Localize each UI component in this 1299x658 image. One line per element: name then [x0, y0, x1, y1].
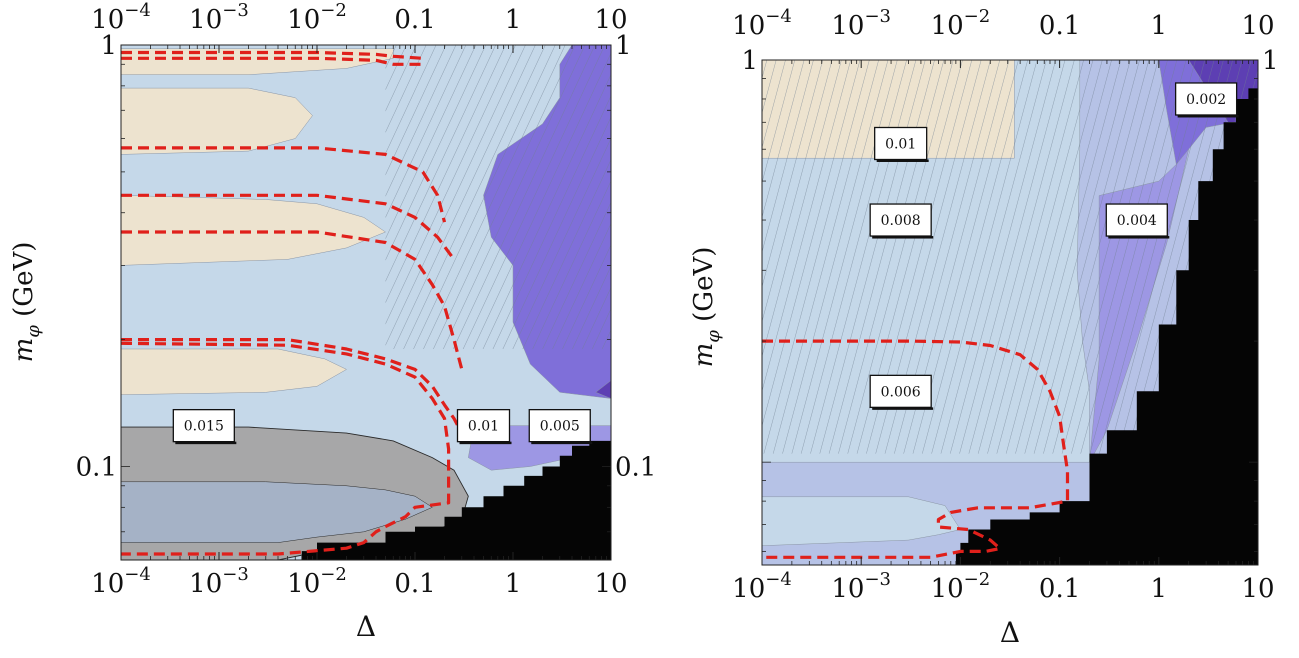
contour-label: 0.006 — [869, 374, 934, 410]
red-dashed-contour — [121, 146, 447, 223]
plot-frame — [761, 59, 1259, 566]
x-tick-label: 10 — [1241, 11, 1274, 41]
svg-text:0.008: 0.008 — [881, 213, 921, 229]
y-tick-label-right: 1 — [615, 31, 632, 61]
x-tick-label: 10 — [1241, 574, 1274, 604]
x-tick-label: 10−4 — [732, 569, 792, 604]
plot-area — [121, 45, 611, 560]
red-dashed-contour — [121, 341, 451, 556]
x-tick-label: 10−3 — [831, 569, 891, 604]
red-dashed-contour — [121, 338, 464, 434]
x-tick-label: 0.1 — [1039, 574, 1080, 604]
region-tan — [121, 87, 313, 155]
x-tick-label: 10−2 — [931, 6, 991, 41]
region-lightblue — [762, 496, 961, 546]
x-tick-label: 10−2 — [287, 0, 347, 35]
svg-text:0.002: 0.002 — [1186, 92, 1226, 108]
x-axis-label: Δ — [356, 610, 376, 643]
y-tick-label: 1 — [741, 46, 758, 76]
contour-label: 0.004 — [1105, 203, 1170, 239]
x-tick-label: 1 — [1151, 574, 1168, 604]
contour-label: 0.01 — [874, 126, 929, 162]
contour-label: 0.01 — [456, 408, 512, 445]
x-tick-label: 10−3 — [831, 6, 891, 41]
y-tick-label-right: 1 — [1262, 46, 1279, 76]
x-tick-label: 0.1 — [394, 5, 435, 35]
y-tick-label: 0.1 — [76, 452, 117, 482]
svg-text:0.01: 0.01 — [885, 136, 916, 152]
red-dashed-contour — [121, 50, 423, 60]
contour-label: 0.002 — [1174, 82, 1239, 118]
region-bluegray — [121, 481, 433, 543]
contour-label: 0.015 — [172, 408, 237, 445]
y-tick-label-right: 0.1 — [615, 452, 656, 482]
x-tick-label: 1 — [505, 569, 522, 599]
red-dashed-contour — [121, 56, 423, 66]
x-tick-label: 10 — [594, 5, 627, 35]
hatched-region — [385, 45, 611, 349]
red-dashed-contour — [121, 193, 456, 261]
y-tick-label: 1 — [100, 31, 117, 61]
x-tick-label: 10−3 — [189, 564, 249, 599]
panel-right: 10−4 10−4 10−3 10−3 10−2 10−2 0.1 0.1 1 1 10 10 1 1 0.… — [689, 6, 1279, 649]
x-axis-label: Δ — [1000, 616, 1020, 649]
y-axis-label: mφ (GeV) — [689, 247, 724, 368]
x-tick-label: 10−4 — [91, 564, 151, 599]
region-darkpurple — [595, 380, 611, 399]
plot-frame — [120, 44, 612, 561]
x-tick-label: 10−3 — [189, 0, 249, 35]
svg-text:0.015: 0.015 — [184, 419, 224, 435]
red-dashed-contour — [762, 339, 1070, 559]
red-dashed-contour — [121, 230, 464, 370]
x-tick-label: 10−2 — [931, 569, 991, 604]
svg-text:0.006: 0.006 — [881, 384, 921, 400]
contour-label: 0.005 — [528, 408, 593, 445]
excluded-region — [955, 88, 1258, 565]
x-tick-label: 10−4 — [732, 6, 792, 41]
svg-text:0.005: 0.005 — [540, 419, 580, 435]
x-tick-label: 1 — [1151, 11, 1168, 41]
svg-text:0.01: 0.01 — [468, 419, 499, 435]
x-tick-label: 1 — [505, 5, 522, 35]
plot-area — [762, 60, 1258, 565]
x-tick-label: 0.1 — [394, 569, 435, 599]
x-tick-label: 10−4 — [91, 0, 151, 35]
excluded-region — [301, 440, 611, 560]
region-tan — [121, 348, 348, 395]
contour-label: 0.008 — [869, 203, 934, 239]
x-tick-label: 10 — [594, 569, 627, 599]
x-tick-label: 0.1 — [1039, 11, 1080, 41]
y-axis-label: mφ (GeV) — [9, 242, 44, 363]
x-tick-label: 10−2 — [287, 564, 347, 599]
svg-text:0.004: 0.004 — [1117, 213, 1157, 229]
